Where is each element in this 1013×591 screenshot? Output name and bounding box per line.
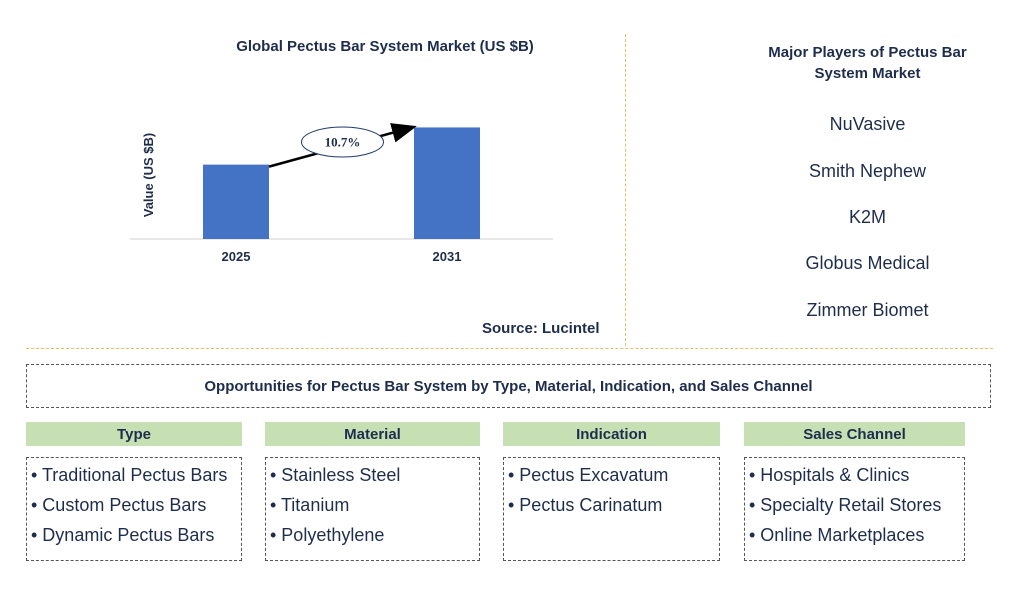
- segment-box-type: • Traditional Pectus Bars • Custom Pectu…: [26, 457, 242, 561]
- segment-item: • Pectus Carinatum: [508, 495, 663, 515]
- bar-chart: Value (US $B) 2025 2031 10.7%: [130, 123, 553, 264]
- segment-header-sales-channel: Sales Channel: [744, 422, 965, 446]
- segment-header-material: Material: [265, 422, 480, 446]
- bar-2031: [414, 127, 480, 239]
- bar-2025: [203, 164, 269, 239]
- segment-item: • Dynamic Pectus Bars: [31, 525, 215, 545]
- segment-header-type: Type: [26, 422, 242, 446]
- segment-header-indication: Indication: [503, 422, 720, 446]
- x-tick-label: 2031: [433, 249, 462, 264]
- vertical-divider: [625, 34, 626, 346]
- y-axis-label: Value (US $B): [141, 133, 156, 218]
- segment-item: • Online Marketplaces: [749, 525, 925, 545]
- player-nuvasive: NuVasive: [829, 114, 906, 134]
- horizontal-divider: [26, 348, 993, 349]
- segment-item: • Specialty Retail Stores: [749, 495, 942, 515]
- players-title: Major Players of Pectus Bar System Marke…: [768, 44, 967, 82]
- segment-box-indication: • Pectus Excavatum • Pectus Carinatum: [503, 457, 720, 561]
- segment-item: • Titanium: [270, 495, 350, 515]
- segment-box-sales-channel: • Hospitals & Clinics • Specialty Retail…: [744, 457, 965, 561]
- segment-item: • Traditional Pectus Bars: [31, 465, 228, 485]
- player-globus-medical: Globus Medical: [805, 253, 930, 273]
- segment-item: • Custom Pectus Bars: [31, 495, 207, 515]
- cagr-ellipse: [301, 126, 384, 158]
- opportunities-title: Opportunities for Pectus Bar System by T…: [26, 364, 991, 408]
- segment-item: • Polyethylene: [270, 525, 385, 545]
- cagr-label: 10.7%: [325, 135, 361, 150]
- player-smith-nephew: Smith Nephew: [808, 161, 927, 181]
- segment-item: • Pectus Excavatum: [508, 465, 669, 485]
- player-zimmer-biomet: Zimmer Biomet: [806, 300, 929, 320]
- segment-item: • Hospitals & Clinics: [749, 465, 910, 485]
- source-label: Source: Lucintel: [482, 320, 600, 337]
- x-tick-label: 2025: [222, 249, 251, 264]
- player-k2m: K2M: [848, 207, 886, 227]
- segment-box-material: • Stainless Steel • Titanium • Polyethyl…: [265, 457, 480, 561]
- chart-title: Global Pectus Bar System Market (US $B): [236, 38, 534, 55]
- segment-item: • Stainless Steel: [270, 465, 401, 485]
